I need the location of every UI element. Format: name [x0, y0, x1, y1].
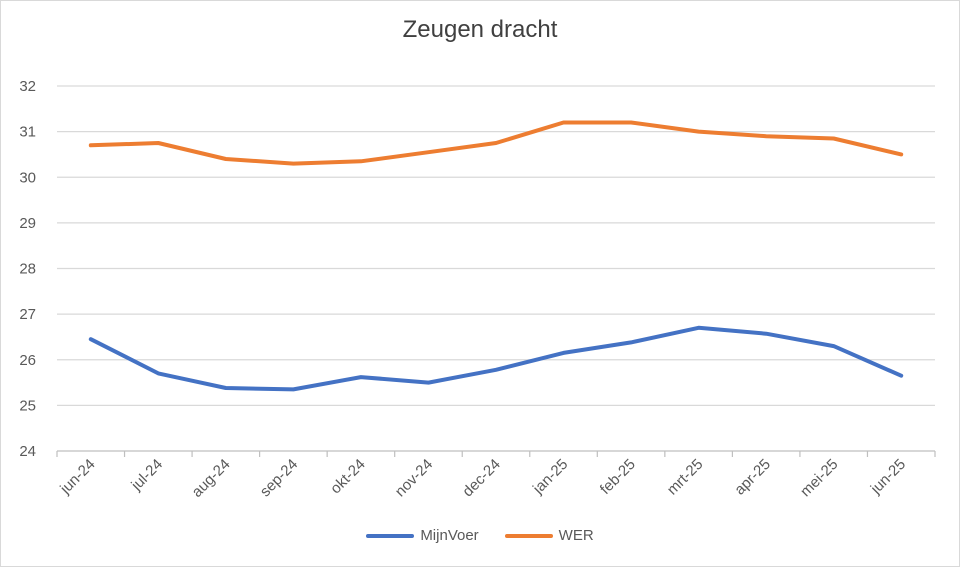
y-tick-label: 32: [19, 78, 36, 95]
x-tick-label: apr-25: [731, 456, 774, 499]
x-tick-label: nov-24: [392, 456, 436, 500]
y-axis-ticks: 24 25 26 27 28 29 30 31 32: [19, 78, 36, 460]
y-tick-label: 27: [19, 306, 36, 323]
x-tick-label: feb-25: [597, 456, 639, 498]
y-tick-label: 30: [19, 169, 36, 186]
y-tick-label: 25: [19, 397, 36, 414]
legend-label-wer: WER: [558, 527, 594, 544]
y-tick-label: 29: [19, 215, 36, 232]
legend-label-mijnvoer: MijnVoer: [420, 527, 479, 544]
gridlines: [57, 85, 935, 406]
x-tick-label: okt-24: [327, 456, 369, 498]
x-tick-label: jan-25: [529, 456, 571, 498]
y-tick-label: 28: [19, 261, 36, 278]
y-tick-label: 31: [19, 124, 36, 141]
x-tick-label: mei-25: [797, 456, 841, 500]
legend-swatch-wer: [504, 533, 553, 538]
y-tick-label: 24: [19, 443, 36, 460]
x-axis-ticks: jun-24 jul-24 aug-24 sep-24 okt-24 nov-24 dec-…: [56, 456, 909, 501]
legend-item-mijnvoer: MijnVoer: [366, 527, 479, 544]
x-tick-label: jun-24: [56, 456, 98, 498]
x-tick-label: aug-24: [189, 456, 234, 501]
series-line-mijnvoer: [88, 325, 904, 392]
x-tick-label: jul-24: [127, 456, 166, 495]
series-lines: [88, 120, 904, 392]
y-tick-label: 26: [19, 352, 36, 369]
legend-swatch-mijnvoer: [366, 533, 415, 538]
x-tick-label: mrt-25: [664, 456, 707, 499]
x-tick-label: dec-24: [459, 456, 503, 500]
x-tick-label: sep-24: [257, 456, 301, 500]
x-axis: [56, 450, 936, 457]
legend-item-wer: WER: [504, 527, 594, 544]
chart-title: Zeugen dracht: [402, 16, 558, 43]
x-tick-label: jun-25: [867, 456, 909, 498]
legend: MijnVoer WER: [0, 527, 960, 544]
